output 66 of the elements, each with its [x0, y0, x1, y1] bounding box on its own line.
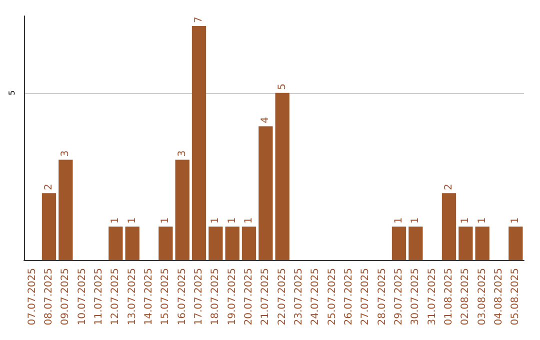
x-tick-label: 22.07.2025 [276, 268, 288, 326]
x-tick-label: 27.07.2025 [360, 268, 372, 326]
data-label: 1 [210, 217, 222, 224]
x-tick-label: 25.07.2025 [326, 268, 338, 326]
data-label: 1 [476, 217, 488, 224]
data-label: 1 [460, 217, 472, 224]
x-tick-label: 09.07.2025 [60, 268, 72, 326]
data-label: 5 [276, 84, 288, 90]
bar [125, 226, 140, 260]
data-label: 3 [176, 150, 188, 157]
data-label: 1 [126, 217, 138, 224]
data-label: 1 [244, 217, 254, 224]
x-tick-label: 29.07.2025 [394, 268, 404, 326]
bar [158, 226, 173, 260]
data-label: 3 [60, 150, 72, 157]
data-label: 7 [194, 16, 204, 24]
data-label: 2 [444, 184, 454, 190]
data-label: 2 [44, 184, 54, 190]
data-label: 1 [226, 217, 238, 224]
bar [42, 193, 56, 260]
x-tick-label: 23.07.2025 [294, 268, 304, 326]
bar [225, 226, 240, 260]
x-tick-label: 04.08.2025 [494, 268, 504, 326]
bar [275, 92, 290, 260]
x-tick-label: 03.08.2025 [476, 268, 488, 326]
x-tick-label: 05.08.2025 [510, 268, 522, 326]
x-tick-label: 31.07.2025 [426, 268, 438, 326]
bar [242, 226, 256, 260]
x-tick-label: 19.07.2025 [226, 268, 238, 326]
data-label: 1 [394, 217, 404, 224]
bar [208, 226, 223, 260]
data-label: 1 [510, 217, 522, 224]
bar [58, 160, 73, 260]
x-tick-label: 08.07.2025 [44, 268, 54, 326]
bar [408, 226, 423, 260]
data-label: 1 [110, 217, 122, 224]
bar [258, 126, 273, 260]
x-tick-label: 02.08.2025 [460, 268, 472, 326]
x-tick-label: 30.07.2025 [410, 268, 422, 326]
x-tick-label: 11.07.2025 [94, 268, 104, 326]
bar [108, 226, 123, 260]
x-tick-label: 12.07.2025 [110, 268, 122, 326]
x-tick-label: 18.07.2025 [210, 268, 222, 326]
x-tick-label: 17.07.2025 [194, 268, 204, 326]
x-tick-label: 07.07.2025 [26, 268, 38, 326]
bar [458, 226, 473, 260]
data-label: 4 [260, 116, 272, 124]
x-tick-label: 14.07.2025 [144, 268, 154, 326]
x-tick-label: 24.07.2025 [310, 268, 322, 326]
x-tick-label: 13.07.2025 [126, 268, 138, 326]
x-tick-label: 15.07.2025 [160, 268, 172, 326]
bar [192, 26, 206, 260]
x-tick-label: 20.07.2025 [244, 268, 254, 326]
bar [508, 226, 523, 260]
data-label: 1 [410, 217, 422, 224]
x-tick-label: 10.07.2025 [76, 268, 88, 326]
bar [475, 226, 490, 260]
data-label: 1 [160, 217, 172, 224]
x-tick-label: 28.07.2025 [376, 268, 388, 326]
bar [442, 193, 456, 260]
x-tick-label: 26.07.2025 [344, 268, 354, 326]
x-tick-label: 01.08.2025 [444, 268, 454, 326]
x-tick-label: 21.07.2025 [260, 268, 272, 326]
bar [392, 226, 406, 260]
bar [175, 160, 190, 260]
x-tick-label: 16.07.2025 [176, 268, 188, 326]
